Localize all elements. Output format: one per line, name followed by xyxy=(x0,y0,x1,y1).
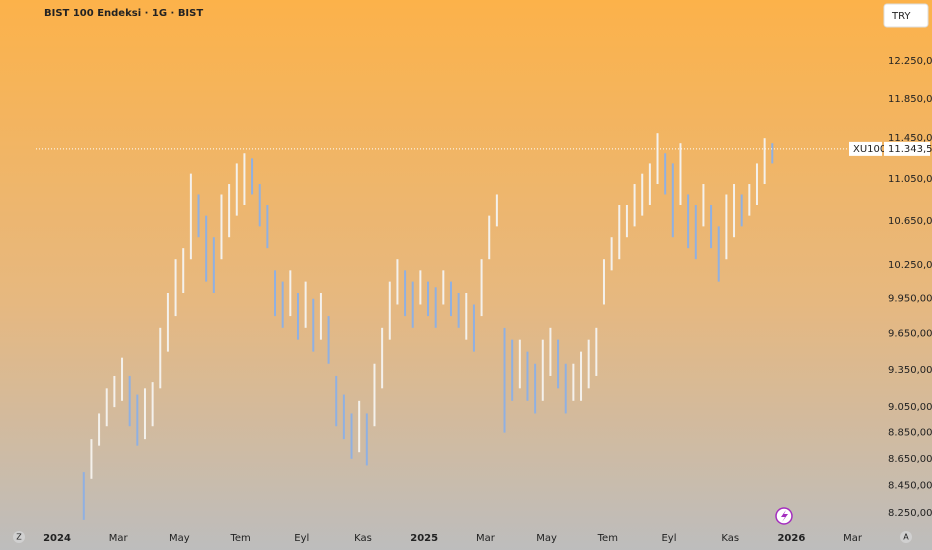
auto-button-label[interactable]: A xyxy=(903,533,909,542)
y-tick-label: 9.950,00 xyxy=(888,294,932,305)
x-tick-label: Mar xyxy=(476,533,496,544)
x-tick-label: Tem xyxy=(597,533,618,544)
x-tick-label: Mar xyxy=(843,533,863,544)
x-tick-label: Mar xyxy=(109,533,129,544)
auto-button[interactable] xyxy=(900,531,912,543)
chart-title: BIST 100 Endeksi · 1G · BIST xyxy=(44,8,203,19)
x-tick-label: May xyxy=(169,533,190,544)
x-tick-label: Tem xyxy=(229,533,250,544)
y-tick-label: 8.250,00 xyxy=(888,508,932,519)
y-tick-label: 8.450,00 xyxy=(888,481,932,492)
y-tick-label: 10.650,00 xyxy=(888,216,932,227)
x-tick-label: Eyl xyxy=(294,533,309,544)
symbol-label: XU100 xyxy=(853,144,886,155)
y-tick-label: 11.850,00 xyxy=(888,94,932,105)
y-tick-label: 9.650,00 xyxy=(888,329,932,340)
x-tick-label: Kas xyxy=(721,533,739,544)
symbol-tag xyxy=(849,141,882,156)
x-tick-label: 2024 xyxy=(43,533,71,544)
currency-button[interactable] xyxy=(883,3,929,28)
y-tick-label: 10.250,00 xyxy=(888,260,932,271)
currency-label[interactable]: TRY xyxy=(891,11,911,22)
y-tick-label: 8.650,00 xyxy=(888,454,932,465)
y-tick-label: 11.050,00 xyxy=(888,174,932,185)
zoom-button-label[interactable]: Z xyxy=(16,533,22,542)
last-price-label: 11.343,52 xyxy=(888,144,932,155)
last-price-tag xyxy=(884,141,930,156)
x-tick-label: 2025 xyxy=(410,533,438,544)
x-tick-label: Eyl xyxy=(661,533,676,544)
y-tick-label: 11.450,00 xyxy=(888,133,932,144)
x-tick-label: 2026 xyxy=(777,533,805,544)
y-tick-label: 9.050,00 xyxy=(888,402,932,413)
y-tick-label: 12.250,00 xyxy=(888,56,932,67)
event-bolt xyxy=(781,510,788,522)
zoom-button[interactable] xyxy=(13,531,25,543)
x-tick-label: Kas xyxy=(354,533,372,544)
y-tick-label: 9.350,00 xyxy=(888,365,932,376)
x-tick-label: May xyxy=(536,533,557,544)
y-tick-label: 8.850,00 xyxy=(888,428,932,439)
